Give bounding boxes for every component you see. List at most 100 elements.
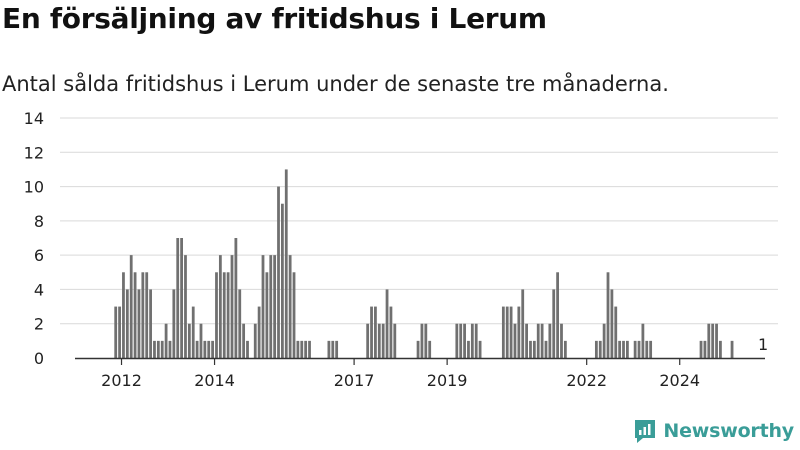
bar [141,272,145,358]
bar [288,255,292,358]
bar [416,340,420,358]
bar [234,238,238,358]
bar [513,323,517,358]
bar [389,306,393,358]
bar [292,272,296,358]
bar [145,272,149,358]
bar [184,255,187,358]
bar [703,340,707,358]
bar [374,306,377,358]
y-tick-label: 8 [34,212,44,231]
bar [149,289,152,358]
bar [180,238,183,358]
bar [308,340,311,358]
bar [521,289,525,358]
bar [242,323,246,358]
bar [711,323,715,358]
bar [730,340,734,358]
bar [505,306,509,358]
bar [501,306,505,358]
bar [153,340,156,358]
x-tick-label: 2019 [427,371,468,390]
bar [420,323,424,358]
bar [602,323,606,358]
bar [257,306,261,358]
bar [253,323,257,358]
bar [707,323,711,358]
bar [428,340,432,358]
x-tick-label: 2022 [566,371,607,390]
bar [304,340,308,358]
bar [556,272,560,358]
bar [633,340,637,358]
bar [280,203,284,358]
bar [230,255,234,358]
bar [265,272,269,358]
bar [277,186,280,358]
bar [370,306,373,358]
bar [525,323,528,358]
bar [211,340,215,358]
bar [133,272,137,358]
bar [478,340,482,358]
bar [548,323,552,358]
y-tick-label: 2 [34,315,44,334]
x-tick-label: 2024 [659,371,700,390]
chart-title: En försäljning av fritidshus i Lerum [2,2,547,35]
bar [393,323,397,358]
bar [463,323,466,358]
bar [377,323,381,358]
bar [246,340,249,358]
bar [160,340,164,358]
chart-subtitle: Antal sålda fritidshus i Lerum under de … [2,72,669,96]
bar [594,340,598,358]
bar [335,340,339,358]
bar [622,340,625,358]
bar [261,255,265,358]
bar [645,340,649,358]
bar [610,289,614,358]
bar [156,340,160,358]
x-tick-label: 2014 [194,371,235,390]
bar [649,340,653,358]
bar [187,323,191,358]
bar [203,340,207,358]
bar [381,323,385,358]
bar [327,340,331,358]
bar [222,272,226,358]
bar [455,323,459,358]
brand-name: Newsworthy [663,420,794,442]
bar [552,289,556,358]
bar [238,289,242,358]
bar [606,272,610,358]
bar [207,340,211,358]
bar [719,340,722,358]
bar [273,255,277,358]
y-tick-label: 4 [34,280,44,299]
bar [385,289,389,358]
bar [459,323,463,358]
bar [544,340,548,358]
bar [532,340,536,358]
bar [618,340,622,358]
bar [509,306,513,358]
newsworthy-chart-bubble-icon [635,420,656,443]
bar [215,272,218,358]
bar [536,323,540,358]
bar [168,340,172,358]
bar [137,289,141,358]
brand-logo[interactable]: Newsworthy [633,418,794,444]
bar [176,238,180,358]
bar [625,340,629,358]
bar [172,289,176,358]
x-tick-label: 2017 [334,371,375,390]
bar [191,306,195,358]
bar [517,306,521,358]
y-tick-label: 12 [24,143,44,162]
bar [199,323,203,358]
bar [598,340,602,358]
bar [331,340,335,358]
bar-chart: 0 2 4 6 8 10 12 14 1 2012 2014 2017 2019 2022 2024 [24,109,778,390]
bar [366,323,370,358]
bar [284,169,288,358]
